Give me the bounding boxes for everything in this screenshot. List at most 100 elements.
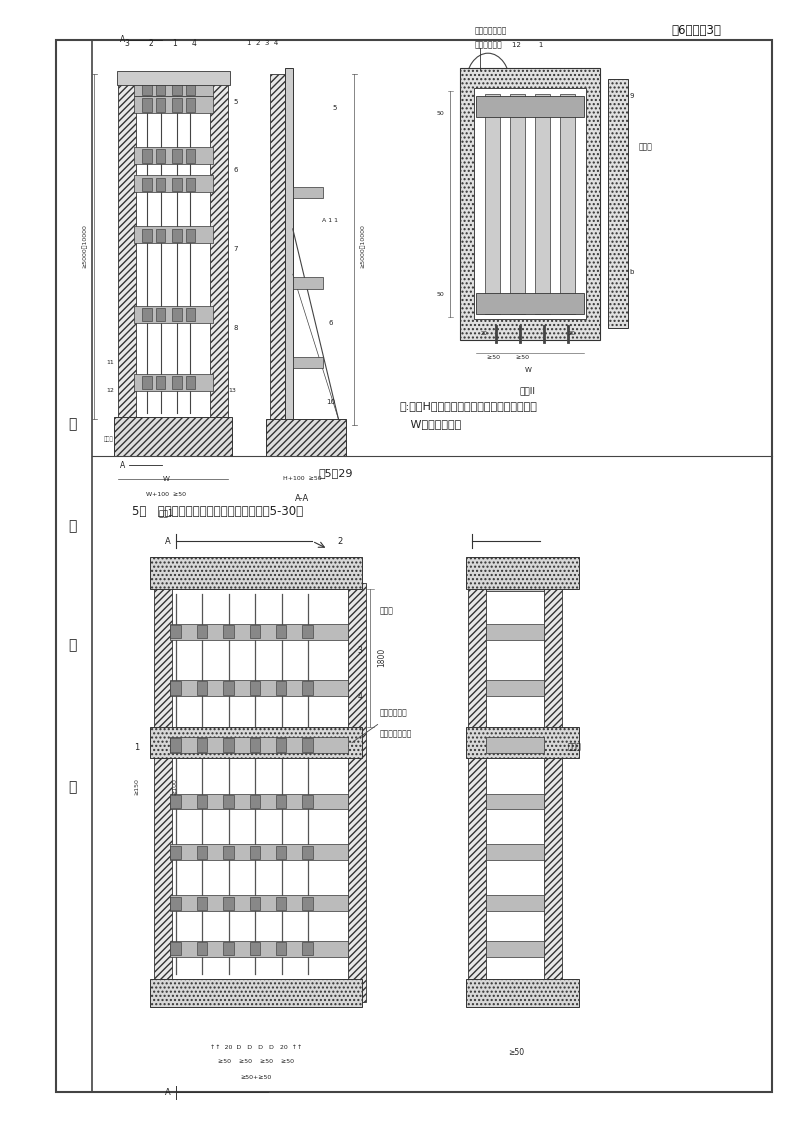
Text: 7: 7 — [234, 246, 238, 252]
Bar — [293, 277, 323, 289]
Bar — [302, 738, 313, 752]
Bar — [197, 738, 207, 752]
Text: 12: 12 — [106, 388, 114, 393]
Bar — [197, 681, 207, 695]
Bar — [486, 577, 544, 591]
Bar — [197, 897, 207, 910]
Bar — [142, 82, 152, 95]
Bar — [170, 737, 348, 753]
Text: 管口内封堵防火: 管口内封堵防火 — [474, 26, 506, 35]
Bar — [186, 178, 195, 191]
Bar — [223, 846, 234, 859]
Text: A: A — [165, 537, 171, 546]
Text: 11: 11 — [106, 360, 114, 365]
Bar — [170, 844, 348, 860]
Bar — [466, 979, 579, 1007]
Bar — [156, 229, 166, 242]
Text: ≥5000～10000: ≥5000～10000 — [82, 224, 87, 268]
Text: 注:图中H表示电缆桥架、封闭式母线等高度，: 注:图中H表示电缆桥架、封闭式母线等高度， — [400, 402, 538, 411]
Text: ≥150: ≥150 — [134, 779, 139, 795]
Bar — [117, 71, 230, 85]
Bar — [302, 681, 313, 695]
Bar — [476, 96, 584, 117]
Bar — [134, 226, 213, 243]
Text: H+100  ≥50: H+100 ≥50 — [283, 477, 322, 481]
Text: 3: 3 — [358, 646, 362, 655]
Text: 6: 6 — [234, 166, 238, 173]
Text: 1: 1 — [172, 38, 177, 48]
Text: 2: 2 — [148, 38, 153, 48]
Text: A: A — [120, 35, 125, 44]
Text: 内: 内 — [68, 638, 76, 652]
Text: 填料或石棉绳: 填料或石棉绳 — [474, 41, 502, 50]
Bar — [302, 795, 313, 808]
Bar — [466, 727, 579, 758]
Bar — [134, 79, 213, 96]
Text: 交: 交 — [68, 418, 76, 431]
Bar — [170, 846, 181, 859]
Text: 底: 底 — [68, 520, 76, 533]
Bar — [56, 40, 772, 1092]
Bar — [486, 794, 544, 809]
Bar — [170, 624, 348, 640]
Bar — [114, 417, 232, 456]
Bar — [170, 795, 181, 808]
Text: 8: 8 — [234, 325, 238, 332]
Text: W+100  ≥50: W+100 ≥50 — [146, 492, 186, 497]
Text: 方案1: 方案1 — [158, 508, 174, 517]
Text: 5: 5 — [234, 98, 238, 105]
Bar — [223, 681, 234, 695]
Text: 防水材: 防水材 — [104, 437, 114, 441]
Text: ≥50: ≥50 — [508, 1048, 524, 1057]
Text: 5、   电气竖井内电缆配线的垂直安装见图5-30。: 5、 电气竖井内电缆配线的垂直安装见图5-30。 — [132, 505, 303, 518]
Bar — [486, 680, 544, 696]
Bar — [172, 98, 182, 112]
Text: ≥100: ≥100 — [172, 779, 177, 795]
Text: 20: 20 — [481, 332, 487, 336]
Bar — [510, 94, 525, 314]
Circle shape — [466, 53, 510, 117]
Text: 火填料或石棉绳: 火填料或石棉绳 — [380, 729, 412, 738]
Bar — [276, 846, 286, 859]
Bar — [302, 846, 313, 859]
Bar — [156, 82, 166, 95]
Bar — [474, 88, 586, 319]
Bar — [170, 941, 348, 957]
Bar — [186, 149, 195, 163]
Bar — [535, 94, 550, 314]
Bar — [250, 795, 260, 808]
Text: A: A — [165, 1088, 171, 1097]
Bar — [142, 308, 152, 321]
Bar — [276, 942, 286, 955]
Text: b: b — [630, 268, 634, 275]
Text: 6: 6 — [328, 319, 333, 326]
Text: W表示其宽度。: W表示其宽度。 — [400, 420, 462, 429]
Bar — [266, 419, 346, 456]
Bar — [197, 846, 207, 859]
Text: A-A: A-A — [295, 494, 310, 503]
Bar — [285, 68, 293, 424]
Bar — [172, 178, 182, 191]
Bar — [156, 178, 166, 191]
Bar — [186, 308, 195, 321]
Bar — [460, 68, 600, 340]
Bar — [134, 96, 213, 113]
Text: 共6页，第3页: 共6页，第3页 — [671, 24, 721, 37]
Text: A: A — [120, 461, 125, 470]
Bar — [348, 583, 366, 1002]
Text: ↑↑  20  D   D   D   D   20  ↑↑: ↑↑ 20 D D D D 20 ↑↑ — [210, 1045, 302, 1049]
Bar — [250, 681, 260, 695]
Text: 混凝土: 混凝土 — [638, 143, 652, 152]
Bar — [485, 94, 499, 314]
Bar — [142, 149, 152, 163]
Bar — [223, 942, 234, 955]
Bar — [134, 306, 213, 323]
Bar — [468, 583, 486, 1002]
Bar — [293, 187, 323, 198]
Bar — [250, 625, 260, 638]
Bar — [170, 794, 348, 809]
Bar — [476, 293, 584, 314]
Bar — [134, 175, 213, 192]
Bar — [156, 376, 166, 389]
Bar — [186, 82, 195, 95]
